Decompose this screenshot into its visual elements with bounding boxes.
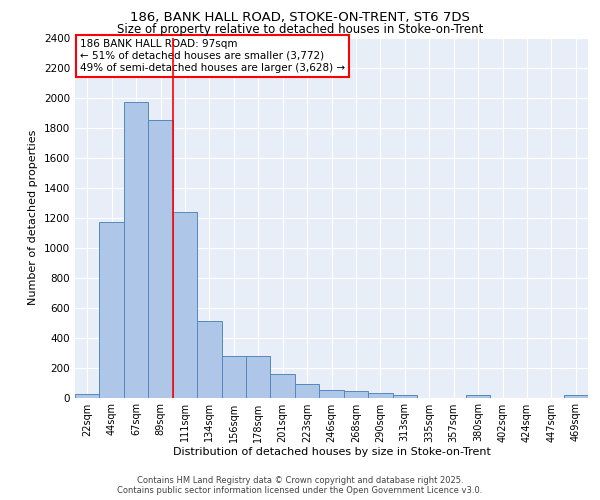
Bar	[392, 395, 417, 398]
Bar	[246, 356, 271, 398]
Bar	[100, 222, 124, 398]
Bar	[75, 394, 100, 398]
Text: 186 BANK HALL ROAD: 97sqm
← 51% of detached houses are smaller (3,772)
49% of se: 186 BANK HALL ROAD: 97sqm ← 51% of detac…	[80, 40, 345, 72]
Bar	[124, 102, 148, 398]
Bar	[173, 212, 197, 398]
Bar	[295, 384, 319, 398]
Bar	[221, 356, 246, 398]
X-axis label: Distribution of detached houses by size in Stoke-on-Trent: Distribution of detached houses by size …	[173, 448, 490, 458]
Text: Size of property relative to detached houses in Stoke-on-Trent: Size of property relative to detached ho…	[117, 22, 483, 36]
Bar	[344, 391, 368, 398]
Text: Contains HM Land Registry data © Crown copyright and database right 2025.
Contai: Contains HM Land Registry data © Crown c…	[118, 476, 482, 495]
Bar	[319, 390, 344, 398]
Bar	[197, 321, 221, 398]
Bar	[148, 120, 173, 398]
Text: 186, BANK HALL ROAD, STOKE-ON-TRENT, ST6 7DS: 186, BANK HALL ROAD, STOKE-ON-TRENT, ST6…	[130, 11, 470, 24]
Y-axis label: Number of detached properties: Number of detached properties	[28, 130, 38, 305]
Bar	[368, 393, 392, 398]
Bar	[563, 395, 588, 398]
Bar	[466, 395, 490, 398]
Bar	[271, 374, 295, 398]
